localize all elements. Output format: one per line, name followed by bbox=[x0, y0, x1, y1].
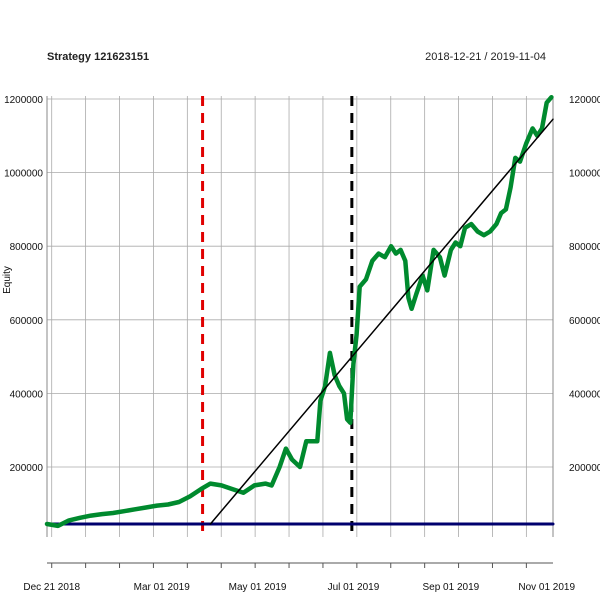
label-layer: Equity Dec 21 2018 Mar 01 2019 May 01 2019… bbox=[2, 95, 600, 593]
x-tick-label: Mar 01 2019 bbox=[134, 582, 191, 593]
series-layer bbox=[44, 94, 555, 529]
y-tick-label-left: 200000 bbox=[10, 463, 44, 474]
x-tick-label: Jul 01 2019 bbox=[328, 582, 380, 593]
y-tick-label-right: 1200000 bbox=[569, 95, 600, 106]
y-tick-label-right: 400000 bbox=[569, 389, 600, 400]
y-tick-label-left: 600000 bbox=[10, 316, 44, 327]
y-tick-label-left: 1200000 bbox=[4, 95, 43, 106]
y-tick-label-left: 1000000 bbox=[4, 169, 43, 180]
axis-layer bbox=[47, 562, 553, 568]
chart-title: Strategy 121623151 bbox=[47, 51, 150, 63]
x-tick-label: Sep 01 2019 bbox=[422, 582, 479, 593]
marker-layer bbox=[201, 96, 354, 537]
y-tick-label-right: 200000 bbox=[569, 463, 600, 474]
grid-layer bbox=[46, 96, 554, 537]
x-tick-label: Dec 21 2018 bbox=[23, 582, 80, 593]
date-range-label: 2018-12-21 / 2019-11-04 bbox=[425, 51, 546, 63]
equity-line bbox=[44, 94, 554, 529]
x-tick-label: May 01 2019 bbox=[229, 582, 287, 593]
y-tick-label-right: 800000 bbox=[569, 242, 600, 253]
y-axis-label: Equity bbox=[2, 266, 13, 294]
y-tick-label-left: 400000 bbox=[10, 389, 44, 400]
y-tick-label-left: 800000 bbox=[10, 242, 44, 253]
trend-line bbox=[209, 118, 554, 525]
y-tick-label-right: 600000 bbox=[569, 316, 600, 327]
y-tick-label-right: 1000000 bbox=[569, 169, 600, 180]
x-tick-label: Nov 01 2019 bbox=[518, 582, 575, 593]
